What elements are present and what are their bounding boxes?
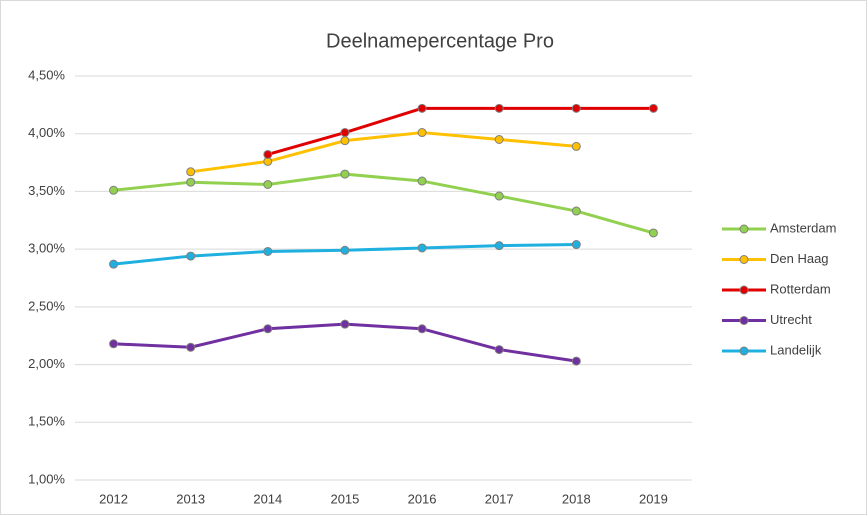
legend-marker: [739, 224, 749, 234]
legend-marker: [739, 316, 749, 325]
data-point: [109, 339, 119, 349]
data-point: [263, 149, 273, 159]
legend-label: Landelijk: [770, 342, 822, 357]
data-point: [417, 243, 427, 253]
y-tick-label: 1,50%: [28, 414, 65, 429]
data-point: [648, 228, 658, 238]
data-point: [263, 180, 273, 190]
y-tick-label: 4,50%: [28, 67, 65, 82]
data-point: [186, 251, 196, 261]
series-line: [190, 131, 577, 174]
chart-title: Deelnamepercentage Pro: [326, 30, 554, 52]
data-point: [417, 128, 427, 138]
data-point: [494, 345, 504, 355]
data-point: [186, 177, 196, 187]
legend-label: Den Haag: [770, 251, 829, 266]
legend-label: Utrecht: [770, 312, 812, 327]
data-point: [340, 128, 350, 138]
data-point: [417, 103, 427, 113]
data-point: [571, 240, 581, 250]
x-tick-label: 2018: [562, 491, 591, 506]
legend-marker: [739, 346, 749, 356]
y-tick-label: 3,50%: [28, 183, 65, 198]
data-point: [494, 103, 504, 113]
data-point: [340, 169, 350, 179]
data-point: [571, 141, 581, 151]
data-point: [109, 259, 119, 269]
y-tick-label: 2,50%: [28, 298, 65, 313]
data-point: [263, 246, 273, 256]
y-tick-label: 4,00%: [28, 125, 65, 140]
data-point: [417, 324, 427, 334]
data-point: [340, 136, 350, 146]
series-line: [267, 106, 654, 156]
x-tick-label: 2019: [639, 491, 668, 506]
data-point: [571, 206, 581, 216]
y-tick-label: 3,00%: [28, 241, 65, 256]
data-point: [571, 103, 581, 113]
data-point: [571, 356, 581, 366]
legend-label: Amsterdam: [770, 220, 836, 235]
data-point: [648, 103, 658, 113]
data-point: [340, 245, 350, 255]
x-tick-label: 2012: [99, 491, 128, 506]
data-point: [186, 167, 196, 177]
y-tick-label: 1,00%: [28, 471, 65, 486]
data-point: [494, 191, 504, 201]
data-point: [186, 342, 196, 352]
series-line: [113, 172, 654, 235]
data-point: [263, 324, 273, 334]
x-tick-label: 2013: [176, 491, 205, 506]
x-tick-label: 2014: [253, 491, 282, 506]
y-tick-label: 2,00%: [28, 356, 65, 371]
x-tick-label: 2015: [330, 491, 359, 506]
data-point: [494, 241, 504, 251]
data-point: [340, 319, 350, 329]
data-point: [494, 134, 504, 144]
legend-marker: [739, 285, 749, 295]
x-tick-label: 2017: [485, 491, 514, 506]
data-point: [109, 185, 119, 195]
data-point: [417, 176, 427, 186]
legend-label: Rotterdam: [770, 281, 831, 296]
x-tick-label: 2016: [408, 491, 437, 506]
legend-marker: [739, 255, 749, 264]
